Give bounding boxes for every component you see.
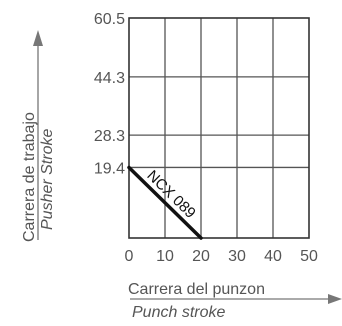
y-axis-label: Carrera de trabajo [21, 112, 38, 242]
y-axis-arrow-icon [33, 30, 43, 240]
x-axis-label: Carrera del punzon [128, 281, 265, 298]
y-tick-label: 28.3 [94, 128, 125, 145]
x-tick-labels: 0 10 20 30 40 50 [125, 248, 318, 265]
grid [129, 18, 309, 238]
series-line [127, 165, 203, 240]
x-axis-sublabel: Punch stroke [132, 304, 225, 321]
x-tick-label: 20 [192, 248, 210, 265]
plot-frame [128, 17, 310, 239]
x-tick-label: 0 [125, 248, 134, 265]
y-tick-label: 44.3 [94, 70, 125, 87]
x-axis-arrow-icon [130, 294, 342, 304]
y-tick-label: 60.5 [94, 11, 125, 28]
x-tick-label: 30 [228, 248, 246, 265]
y-tick-labels: 19.4 28.3 44.3 60.5 [94, 11, 125, 177]
y-axis-sublabel: Pusher Stroke [39, 129, 56, 230]
series-label: NCX 089 [143, 167, 198, 222]
x-tick-label: 10 [156, 248, 174, 265]
x-tick-label: 40 [264, 248, 282, 265]
y-tick-label: 19.4 [94, 160, 125, 177]
x-tick-label: 50 [300, 248, 318, 265]
